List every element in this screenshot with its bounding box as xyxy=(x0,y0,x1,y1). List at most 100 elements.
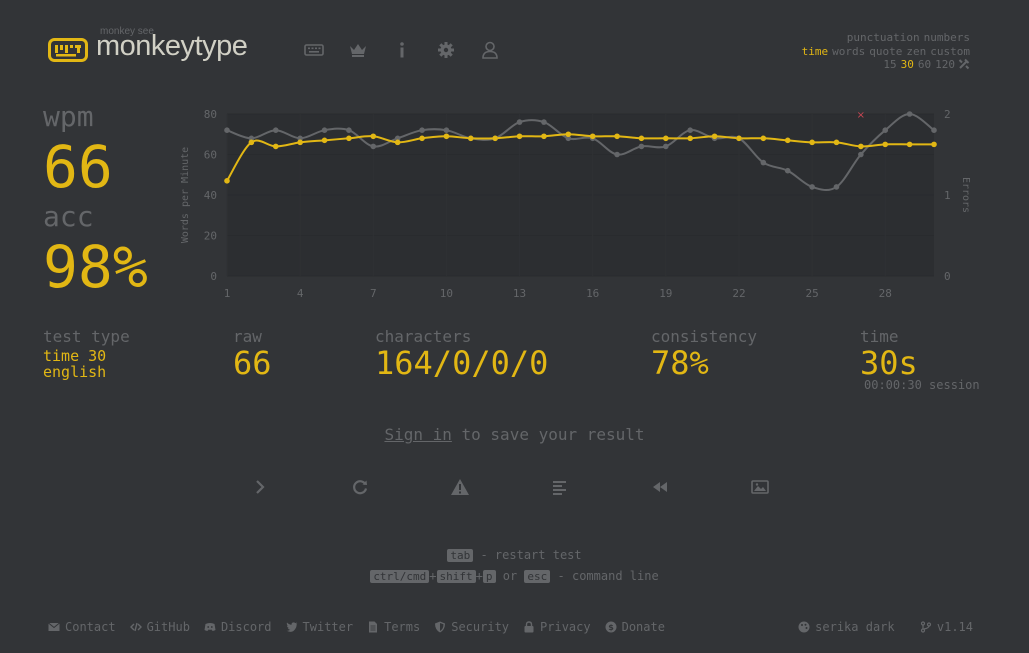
user-icon[interactable] xyxy=(480,40,500,60)
footer-link-twitter[interactable]: Twitter xyxy=(286,620,354,634)
wpm-label: wpm xyxy=(43,100,94,133)
characters-label: characters xyxy=(375,327,472,346)
footer-right: serika dark v1.14 xyxy=(798,620,973,634)
theme-button[interactable]: serika dark xyxy=(798,620,895,634)
restart-hint-text: - restart test xyxy=(473,548,582,562)
raw-label: raw xyxy=(233,327,262,346)
footer-link-label: Privacy xyxy=(540,620,591,634)
wpm-point xyxy=(565,131,572,138)
footer-link-label: GitHub xyxy=(146,620,190,634)
gear-icon[interactable] xyxy=(436,40,456,60)
raw-point xyxy=(321,127,328,133)
x-tick-label: 16 xyxy=(586,287,599,300)
crown-icon[interactable] xyxy=(348,40,368,60)
version-label: v1.14 xyxy=(936,620,973,634)
config-punctuation[interactable]: punctuation xyxy=(846,31,920,44)
footer-link-label: Twitter xyxy=(302,620,354,634)
time-option-30[interactable]: 30 xyxy=(900,58,914,71)
screenshot-button[interactable] xyxy=(750,477,772,499)
version-button[interactable]: v1.14 xyxy=(920,620,973,634)
footer-links: Contact GitHub Discord Twitter Terms Security… xyxy=(48,620,679,634)
twitter-icon xyxy=(286,621,298,633)
x-tick-label: 7 xyxy=(370,287,377,300)
wpm-point xyxy=(394,139,401,146)
words-history-button[interactable] xyxy=(550,477,572,499)
raw-point xyxy=(833,184,840,190)
ctrl-key: ctrl/cmd xyxy=(370,570,430,583)
wpm-point xyxy=(638,135,645,142)
footer-link-security[interactable]: Security xyxy=(434,620,509,634)
tools-icon[interactable] xyxy=(958,58,970,70)
consistency-label: consistency xyxy=(651,327,757,346)
wpm-point xyxy=(833,139,840,146)
raw-point xyxy=(882,127,889,133)
raw-point xyxy=(272,127,279,133)
wpm-point xyxy=(443,133,450,140)
x-tick-label: 13 xyxy=(513,287,526,300)
restart-button[interactable] xyxy=(350,477,372,499)
y-axis-label: Words per Minute xyxy=(180,147,191,243)
wpm-point xyxy=(858,143,864,150)
palette-icon xyxy=(798,621,810,633)
raw-point xyxy=(394,135,401,142)
wpm-point xyxy=(589,133,596,140)
config-numbers[interactable]: numbers xyxy=(923,31,970,44)
footer-link-label: Discord xyxy=(220,620,272,634)
raw-point xyxy=(858,151,864,158)
shield-icon xyxy=(434,621,446,633)
theme-name: serika dark xyxy=(815,620,895,634)
brand-name[interactable]: monkeytype xyxy=(96,30,248,62)
command-line-hint: ctrl/cmd + shift + p or esc - command line xyxy=(0,569,1029,583)
report-button[interactable] xyxy=(450,477,472,499)
mode-quote[interactable]: quote xyxy=(869,44,903,58)
footer-link-contact[interactable]: Contact xyxy=(48,620,116,634)
replay-button[interactable] xyxy=(650,477,672,499)
raw-point xyxy=(687,127,694,133)
time-option-120[interactable]: 120 xyxy=(935,58,955,71)
wpm-point xyxy=(906,141,913,148)
raw-point xyxy=(224,127,230,133)
keyboard-icon[interactable] xyxy=(304,40,324,60)
time-option-15[interactable]: 15 xyxy=(883,58,897,71)
raw-point xyxy=(784,167,791,174)
wpm-point xyxy=(419,135,425,142)
logo-icon[interactable] xyxy=(48,38,88,62)
raw-point xyxy=(346,127,352,133)
x-tick-label: 25 xyxy=(805,287,818,300)
raw-point xyxy=(516,119,523,125)
mode-time[interactable]: time xyxy=(801,44,829,58)
raw-point xyxy=(248,135,255,142)
footer-link-discord[interactable]: Discord xyxy=(204,620,272,634)
raw-point xyxy=(809,184,815,190)
footer-link-terms[interactable]: Terms xyxy=(367,620,420,634)
raw-point xyxy=(663,143,669,150)
raw-point xyxy=(565,135,572,142)
footer-link-privacy[interactable]: Privacy xyxy=(523,620,591,634)
info-icon[interactable] xyxy=(392,40,412,60)
y-tick-label: 0 xyxy=(210,270,217,283)
wpm-point xyxy=(931,141,937,148)
test-type-label: test type xyxy=(43,327,130,346)
p-key: p xyxy=(482,570,496,583)
lock-icon xyxy=(523,621,535,633)
wpm-point xyxy=(248,139,255,146)
footer-link-donate[interactable]: $ Donate xyxy=(605,620,665,634)
wpm-point xyxy=(784,137,791,144)
time-option-60[interactable]: 60 xyxy=(917,58,932,71)
raw-point xyxy=(638,143,645,150)
sign-in-link[interactable]: Sign in xyxy=(384,425,452,444)
next-test-button[interactable] xyxy=(250,477,272,499)
consistency-value: 78% xyxy=(651,344,709,382)
y-tick-label: 20 xyxy=(204,230,217,243)
mode-custom[interactable]: custom xyxy=(930,44,970,58)
wpm-point xyxy=(297,139,303,146)
footer-link-label: Contact xyxy=(65,620,116,634)
code-icon xyxy=(129,621,142,633)
raw-point xyxy=(906,111,913,117)
mode-words[interactable]: words xyxy=(832,44,866,58)
mode-zen[interactable]: zen xyxy=(906,44,927,58)
chevron-right-icon xyxy=(256,480,265,494)
raw-point xyxy=(541,119,547,125)
footer-link-github[interactable]: GitHub xyxy=(129,620,190,634)
